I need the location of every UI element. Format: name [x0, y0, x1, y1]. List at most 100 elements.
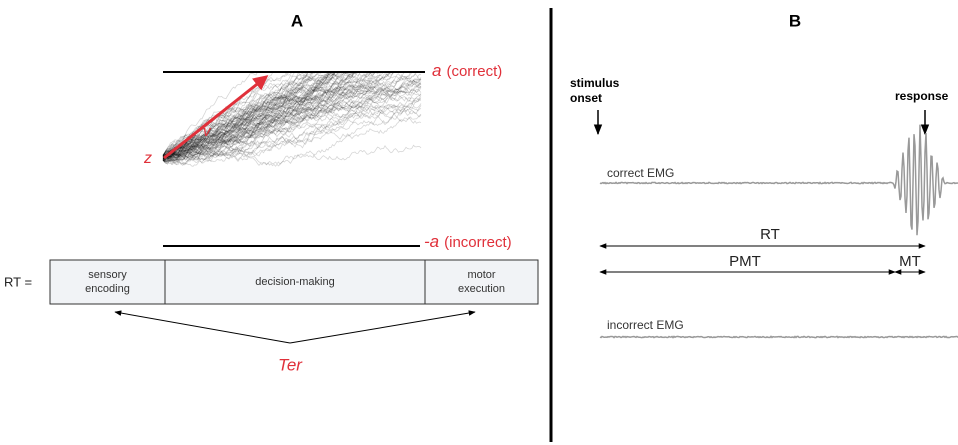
walk	[162, 71, 333, 156]
symbol: -a	[424, 232, 439, 251]
drift-arrow	[163, 75, 269, 160]
walk	[162, 71, 317, 162]
walk	[162, 71, 336, 158]
pmt-label: PMT	[729, 253, 761, 270]
walk	[162, 81, 422, 163]
walk	[162, 113, 422, 167]
random-walks	[162, 71, 422, 167]
walk	[162, 97, 422, 156]
walk	[162, 71, 336, 162]
walk	[162, 71, 414, 158]
walk	[162, 71, 345, 157]
drift-label: v	[203, 123, 212, 140]
walk	[162, 94, 422, 156]
walk	[162, 71, 371, 159]
mt-label: MT	[899, 253, 921, 270]
walk	[162, 103, 422, 160]
walk	[162, 144, 422, 167]
walk	[162, 71, 351, 167]
walk	[162, 95, 422, 158]
text: (correct)	[446, 63, 502, 80]
stage-text: motor execution	[457, 269, 506, 295]
rt-label: RT	[760, 226, 780, 243]
walk	[162, 71, 386, 162]
symbol: a	[432, 61, 441, 80]
walk	[162, 71, 344, 160]
walk	[162, 71, 356, 158]
walk	[162, 71, 390, 157]
ter-label: Ter	[278, 355, 303, 374]
walk	[162, 71, 395, 159]
walk	[162, 71, 342, 161]
stage-text: decision-making	[255, 276, 335, 288]
walk	[162, 77, 422, 161]
start-label: z	[143, 150, 152, 167]
rt-label: RT =	[4, 274, 32, 289]
trace-label: correct EMG	[607, 166, 674, 180]
bound-label: -a (incorrect)	[424, 232, 512, 251]
walk	[162, 71, 395, 159]
walk	[162, 78, 422, 160]
walk	[162, 71, 321, 165]
walk	[162, 88, 422, 158]
walk	[162, 71, 413, 159]
walk	[162, 71, 362, 159]
walk	[162, 71, 291, 156]
walk	[162, 71, 395, 158]
walk	[162, 97, 422, 160]
walk	[162, 71, 377, 159]
walk	[162, 98, 422, 162]
walk	[162, 71, 354, 166]
walk	[162, 83, 422, 161]
walk	[162, 88, 422, 162]
walk	[162, 71, 309, 165]
incorrect-emg-trace	[599, 335, 958, 339]
walk	[162, 71, 309, 159]
walk	[163, 106, 422, 162]
walk	[162, 71, 417, 162]
stimulus-label: stimulus onset	[570, 76, 620, 105]
walk	[162, 73, 422, 161]
walk	[162, 101, 422, 166]
walk	[162, 82, 422, 156]
walk	[162, 71, 296, 158]
stage: decision-making	[165, 260, 425, 304]
walk	[162, 71, 336, 162]
trace-label: incorrect EMG	[607, 318, 684, 332]
walk	[162, 71, 341, 158]
walk	[162, 71, 275, 160]
walk	[162, 71, 381, 161]
walk	[162, 71, 359, 163]
walk	[162, 71, 309, 163]
walk	[162, 71, 356, 161]
walk	[162, 71, 360, 159]
walk	[162, 71, 392, 157]
walk	[162, 71, 338, 161]
walk	[162, 71, 314, 158]
walk	[162, 71, 330, 161]
walk	[162, 73, 422, 157]
walk	[162, 71, 309, 161]
walk	[162, 71, 356, 162]
walk	[162, 71, 258, 157]
walk	[162, 71, 392, 157]
walk	[162, 71, 369, 163]
bound-label: a (correct)	[432, 61, 502, 80]
walk	[162, 86, 422, 164]
stage: motor execution	[425, 260, 538, 304]
stage-text: sensory encoding	[85, 269, 130, 295]
walk	[162, 71, 405, 162]
text: (incorrect)	[444, 234, 512, 251]
walk	[162, 71, 337, 161]
walk	[162, 71, 314, 159]
correct-emg-trace	[599, 124, 958, 236]
walk	[162, 71, 335, 159]
walk	[162, 71, 330, 161]
walk	[162, 71, 383, 162]
stage-box	[49, 259, 539, 305]
walk	[162, 93, 422, 164]
walk	[162, 71, 378, 158]
walk	[162, 71, 333, 158]
response-label: response	[895, 89, 949, 103]
